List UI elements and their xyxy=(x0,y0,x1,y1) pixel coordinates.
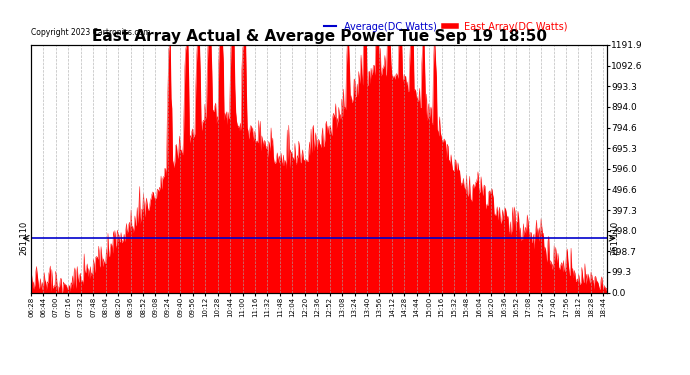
Text: 261.110: 261.110 xyxy=(610,221,619,255)
Text: 261.110: 261.110 xyxy=(19,221,28,255)
Title: East Array Actual & Average Power Tue Sep 19 18:50: East Array Actual & Average Power Tue Se… xyxy=(92,29,546,44)
Text: Copyright 2023 Cartronics.com: Copyright 2023 Cartronics.com xyxy=(31,28,150,37)
Legend: Average(DC Watts), East Array(DC Watts): Average(DC Watts), East Array(DC Watts) xyxy=(320,18,571,36)
